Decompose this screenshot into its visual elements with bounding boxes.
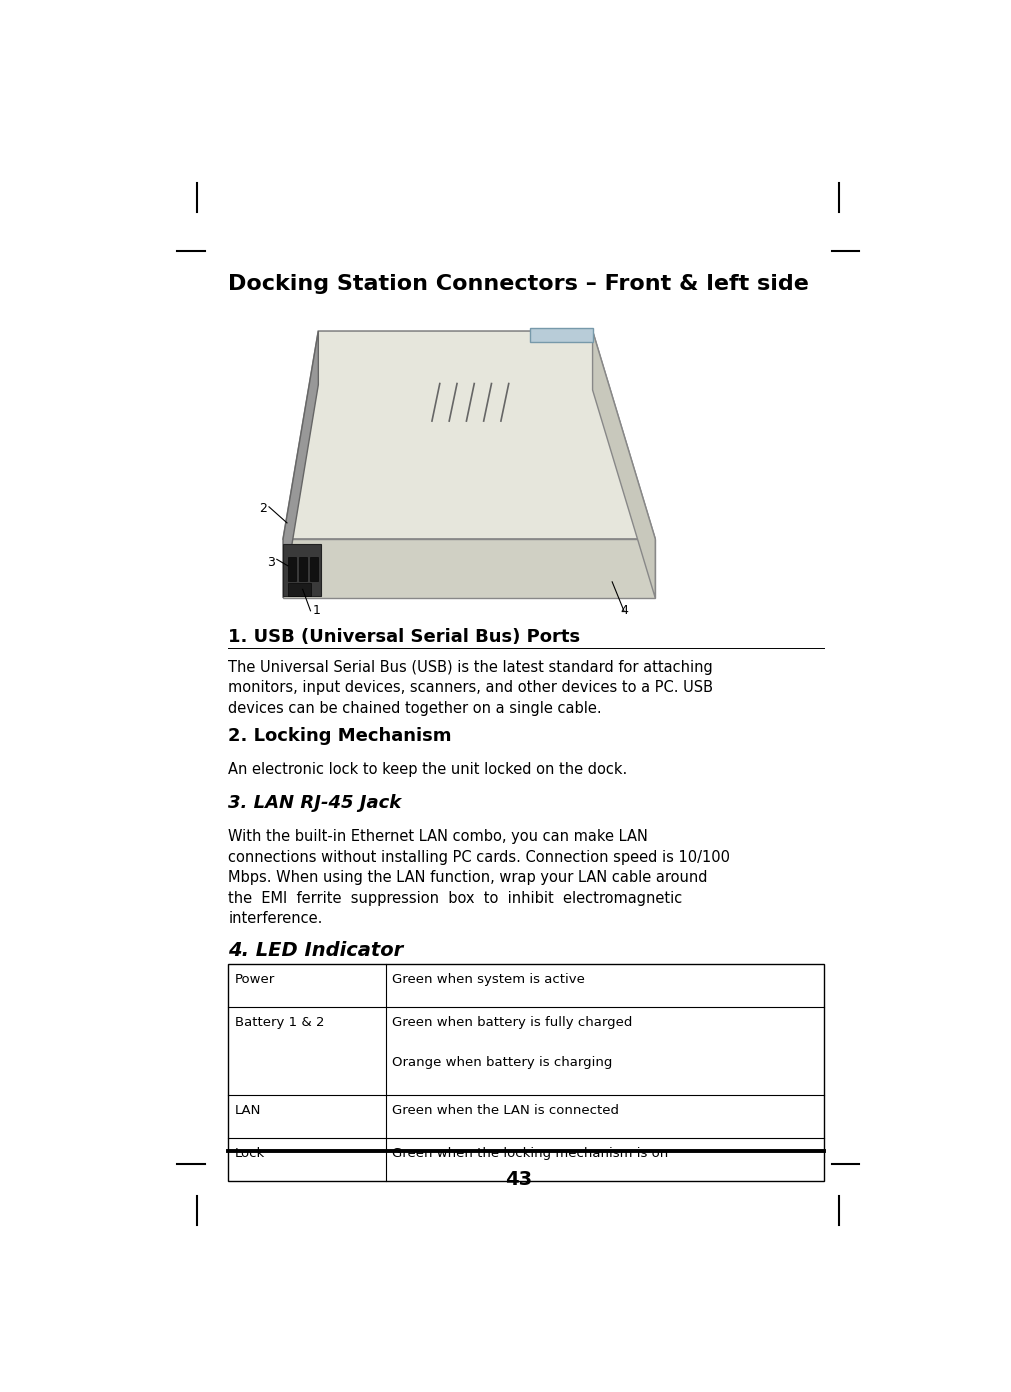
Text: The Universal Serial Bus (USB) is the latest standard for attaching
monitors, in: The Universal Serial Bus (USB) is the la… bbox=[228, 660, 713, 715]
Text: Battery 1 & 2: Battery 1 & 2 bbox=[235, 1016, 324, 1029]
Polygon shape bbox=[530, 329, 592, 342]
Text: An electronic lock to keep the unit locked on the dock.: An electronic lock to keep the unit lock… bbox=[228, 761, 628, 777]
Polygon shape bbox=[592, 331, 655, 599]
Polygon shape bbox=[283, 331, 318, 599]
Polygon shape bbox=[283, 539, 655, 599]
Bar bbox=[309, 557, 317, 580]
Bar bbox=[228, 965, 824, 1180]
Text: 1. USB (Universal Serial Bus) Ports: 1. USB (Universal Serial Bus) Ports bbox=[228, 628, 580, 646]
Text: Docking Station Connectors – Front & left side: Docking Station Connectors – Front & lef… bbox=[228, 274, 809, 294]
Text: Green when the LAN is connected: Green when the LAN is connected bbox=[392, 1104, 620, 1116]
Polygon shape bbox=[283, 331, 655, 539]
Text: 2. Locking Mechanism: 2. Locking Mechanism bbox=[228, 727, 452, 745]
FancyBboxPatch shape bbox=[283, 544, 320, 596]
Text: 1: 1 bbox=[312, 604, 320, 617]
Bar bbox=[288, 583, 311, 596]
Text: Green when battery is fully charged

Orange when battery is charging: Green when battery is fully charged Oran… bbox=[392, 1016, 633, 1069]
Text: LAN: LAN bbox=[235, 1104, 261, 1116]
Text: 4: 4 bbox=[620, 604, 628, 617]
Text: 3: 3 bbox=[267, 555, 275, 569]
Text: Green when the locking mechanism is on: Green when the locking mechanism is on bbox=[392, 1147, 668, 1160]
Text: 4. LED Indicator: 4. LED Indicator bbox=[228, 941, 403, 960]
Text: 43: 43 bbox=[504, 1171, 532, 1189]
Bar bbox=[299, 557, 306, 580]
Text: With the built-in Ethernet LAN combo, you can make LAN
connections without insta: With the built-in Ethernet LAN combo, yo… bbox=[228, 830, 730, 926]
Text: Green when system is active: Green when system is active bbox=[392, 973, 585, 986]
Bar bbox=[288, 557, 295, 580]
Text: Lock: Lock bbox=[235, 1147, 265, 1160]
Text: Power: Power bbox=[235, 973, 275, 986]
Text: 3. LAN RJ-45 Jack: 3. LAN RJ-45 Jack bbox=[228, 793, 401, 812]
Text: 2: 2 bbox=[260, 503, 268, 515]
